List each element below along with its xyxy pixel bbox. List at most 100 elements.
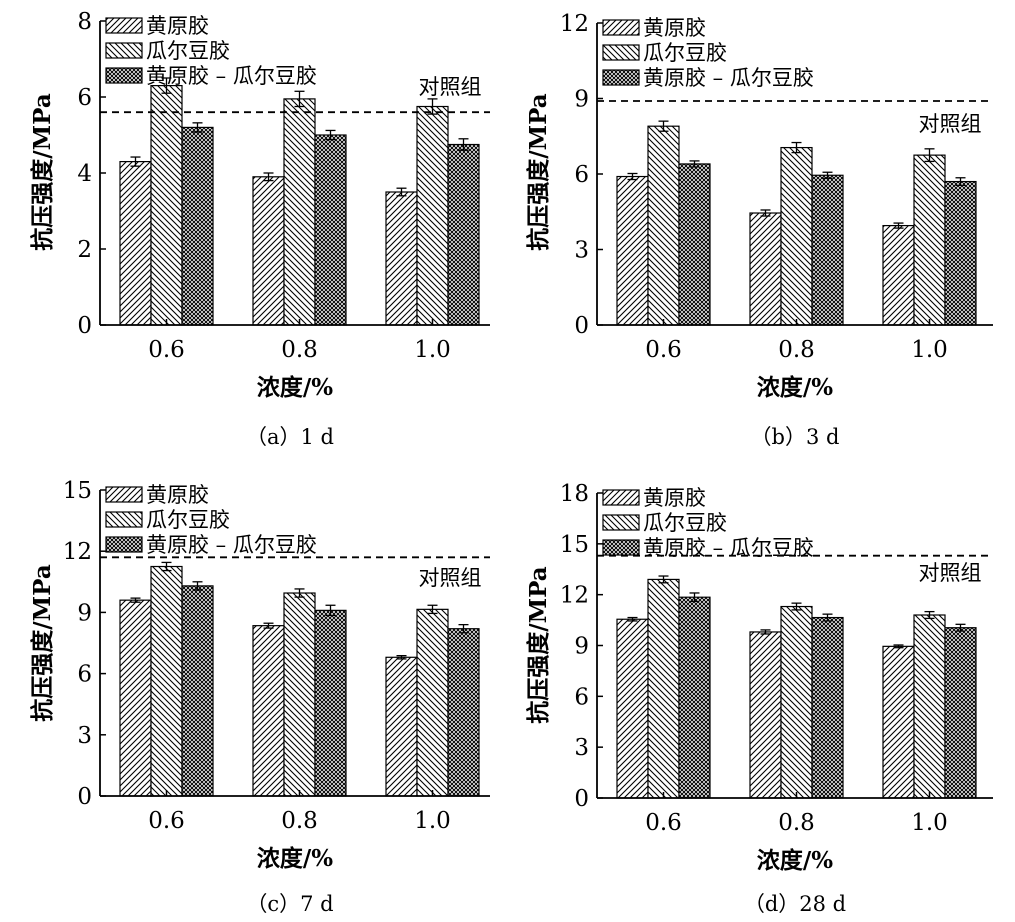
y-tick-label: 0 bbox=[574, 313, 589, 339]
bar bbox=[314, 609, 347, 797]
bar bbox=[616, 175, 649, 326]
y-tick-label: 15 bbox=[560, 532, 589, 558]
legend-swatch bbox=[105, 67, 143, 84]
x-tick-label: 0.8 bbox=[281, 808, 318, 834]
legend-entry: 黄原胶 bbox=[643, 486, 706, 510]
legend-swatch bbox=[602, 69, 640, 86]
bar bbox=[944, 180, 977, 326]
x-tick-label: 0.6 bbox=[148, 808, 185, 834]
y-axis-title: 抗压强度/MPa bbox=[29, 564, 56, 722]
y-tick-label: 0 bbox=[574, 786, 589, 812]
bar bbox=[447, 143, 480, 326]
bar bbox=[119, 161, 152, 326]
panel-caption: （b）3 d bbox=[751, 425, 840, 449]
x-tick-label: 1.0 bbox=[414, 337, 451, 363]
bar bbox=[944, 627, 977, 799]
panel-caption: （d）28 d bbox=[744, 892, 846, 916]
bar bbox=[447, 628, 480, 797]
bar bbox=[678, 163, 711, 326]
y-tick-label: 9 bbox=[77, 600, 92, 626]
y-axis-title: 抗压强度/MPa bbox=[525, 566, 552, 724]
bar bbox=[780, 605, 813, 799]
y-axis-title: 抗压强度/MPa bbox=[29, 93, 56, 251]
bar bbox=[811, 174, 844, 326]
y-tick-label: 8 bbox=[77, 9, 92, 35]
bar bbox=[385, 191, 418, 326]
bar bbox=[252, 176, 285, 326]
bar bbox=[314, 134, 347, 326]
bar bbox=[385, 656, 418, 797]
bar bbox=[678, 596, 711, 799]
y-tick-label: 3 bbox=[574, 238, 589, 264]
y-tick-label: 12 bbox=[560, 11, 589, 37]
y-tick-label: 12 bbox=[560, 583, 589, 609]
y-tick-label: 6 bbox=[77, 85, 92, 111]
bar bbox=[252, 625, 285, 797]
legend-entry: 黄原胶 – 瓜尔豆胶 bbox=[643, 536, 814, 560]
x-tick-label: 0.6 bbox=[148, 337, 185, 363]
legend-entry: 黄原胶 – 瓜尔豆胶 bbox=[146, 533, 317, 557]
legend-swatch bbox=[105, 42, 143, 59]
y-tick-label: 9 bbox=[574, 87, 589, 113]
legend-swatch bbox=[602, 514, 640, 531]
x-tick-label: 1.0 bbox=[911, 810, 948, 836]
y-tick-label: 15 bbox=[63, 478, 92, 504]
bar bbox=[119, 599, 152, 797]
x-tick-label: 0.8 bbox=[281, 337, 318, 363]
legend-swatch bbox=[602, 19, 640, 36]
y-tick-label: 6 bbox=[77, 662, 92, 688]
legend-entry: 瓜尔豆胶 bbox=[146, 508, 230, 532]
legend-swatch bbox=[602, 489, 640, 506]
y-tick-label: 12 bbox=[63, 539, 92, 565]
x-axis-title: 浓度/% bbox=[757, 374, 833, 401]
y-tick-label: 0 bbox=[77, 784, 92, 810]
bar bbox=[416, 608, 449, 797]
y-tick-label: 0 bbox=[77, 313, 92, 339]
bar bbox=[882, 224, 915, 326]
x-axis-title: 浓度/% bbox=[257, 374, 333, 401]
x-tick-label: 0.6 bbox=[645, 810, 682, 836]
y-tick-label: 2 bbox=[77, 237, 92, 263]
y-tick-label: 3 bbox=[574, 735, 589, 761]
x-tick-label: 0.8 bbox=[778, 810, 815, 836]
bar bbox=[913, 154, 946, 326]
legend-swatch bbox=[105, 536, 143, 553]
bar bbox=[913, 614, 946, 799]
bar bbox=[882, 645, 915, 799]
bar bbox=[150, 565, 183, 797]
legend-entry: 瓜尔豆胶 bbox=[146, 39, 230, 63]
panel-caption: （a）1 d bbox=[246, 425, 334, 449]
legend-swatch bbox=[105, 17, 143, 34]
x-tick-label: 0.8 bbox=[778, 337, 815, 363]
x-axis-title: 浓度/% bbox=[757, 847, 833, 874]
legend-entry: 瓜尔豆胶 bbox=[643, 41, 727, 65]
bar bbox=[616, 618, 649, 799]
y-tick-label: 18 bbox=[560, 481, 589, 507]
x-axis-title: 浓度/% bbox=[257, 845, 333, 872]
y-tick-label: 9 bbox=[574, 634, 589, 660]
control-label: 对照组 bbox=[919, 561, 982, 585]
bar bbox=[780, 146, 813, 326]
y-tick-label: 3 bbox=[77, 723, 92, 749]
panel-caption: （c）7 d bbox=[246, 892, 333, 916]
control-label: 对照组 bbox=[419, 75, 482, 99]
y-tick-label: 6 bbox=[574, 684, 589, 710]
legend-swatch bbox=[602, 44, 640, 61]
bar bbox=[283, 592, 316, 797]
bar bbox=[150, 84, 183, 326]
legend-entry: 黄原胶 bbox=[643, 16, 706, 40]
y-axis-title: 抗压强度/MPa bbox=[525, 93, 552, 251]
bar bbox=[647, 125, 680, 326]
control-label: 对照组 bbox=[919, 112, 982, 136]
legend-entry: 黄原胶 – 瓜尔豆胶 bbox=[643, 66, 814, 90]
legend-entry: 黄原胶 bbox=[146, 483, 209, 507]
bar bbox=[181, 585, 214, 797]
bar bbox=[811, 616, 844, 799]
legend-entry: 黄原胶 bbox=[146, 14, 209, 38]
bar bbox=[416, 105, 449, 326]
